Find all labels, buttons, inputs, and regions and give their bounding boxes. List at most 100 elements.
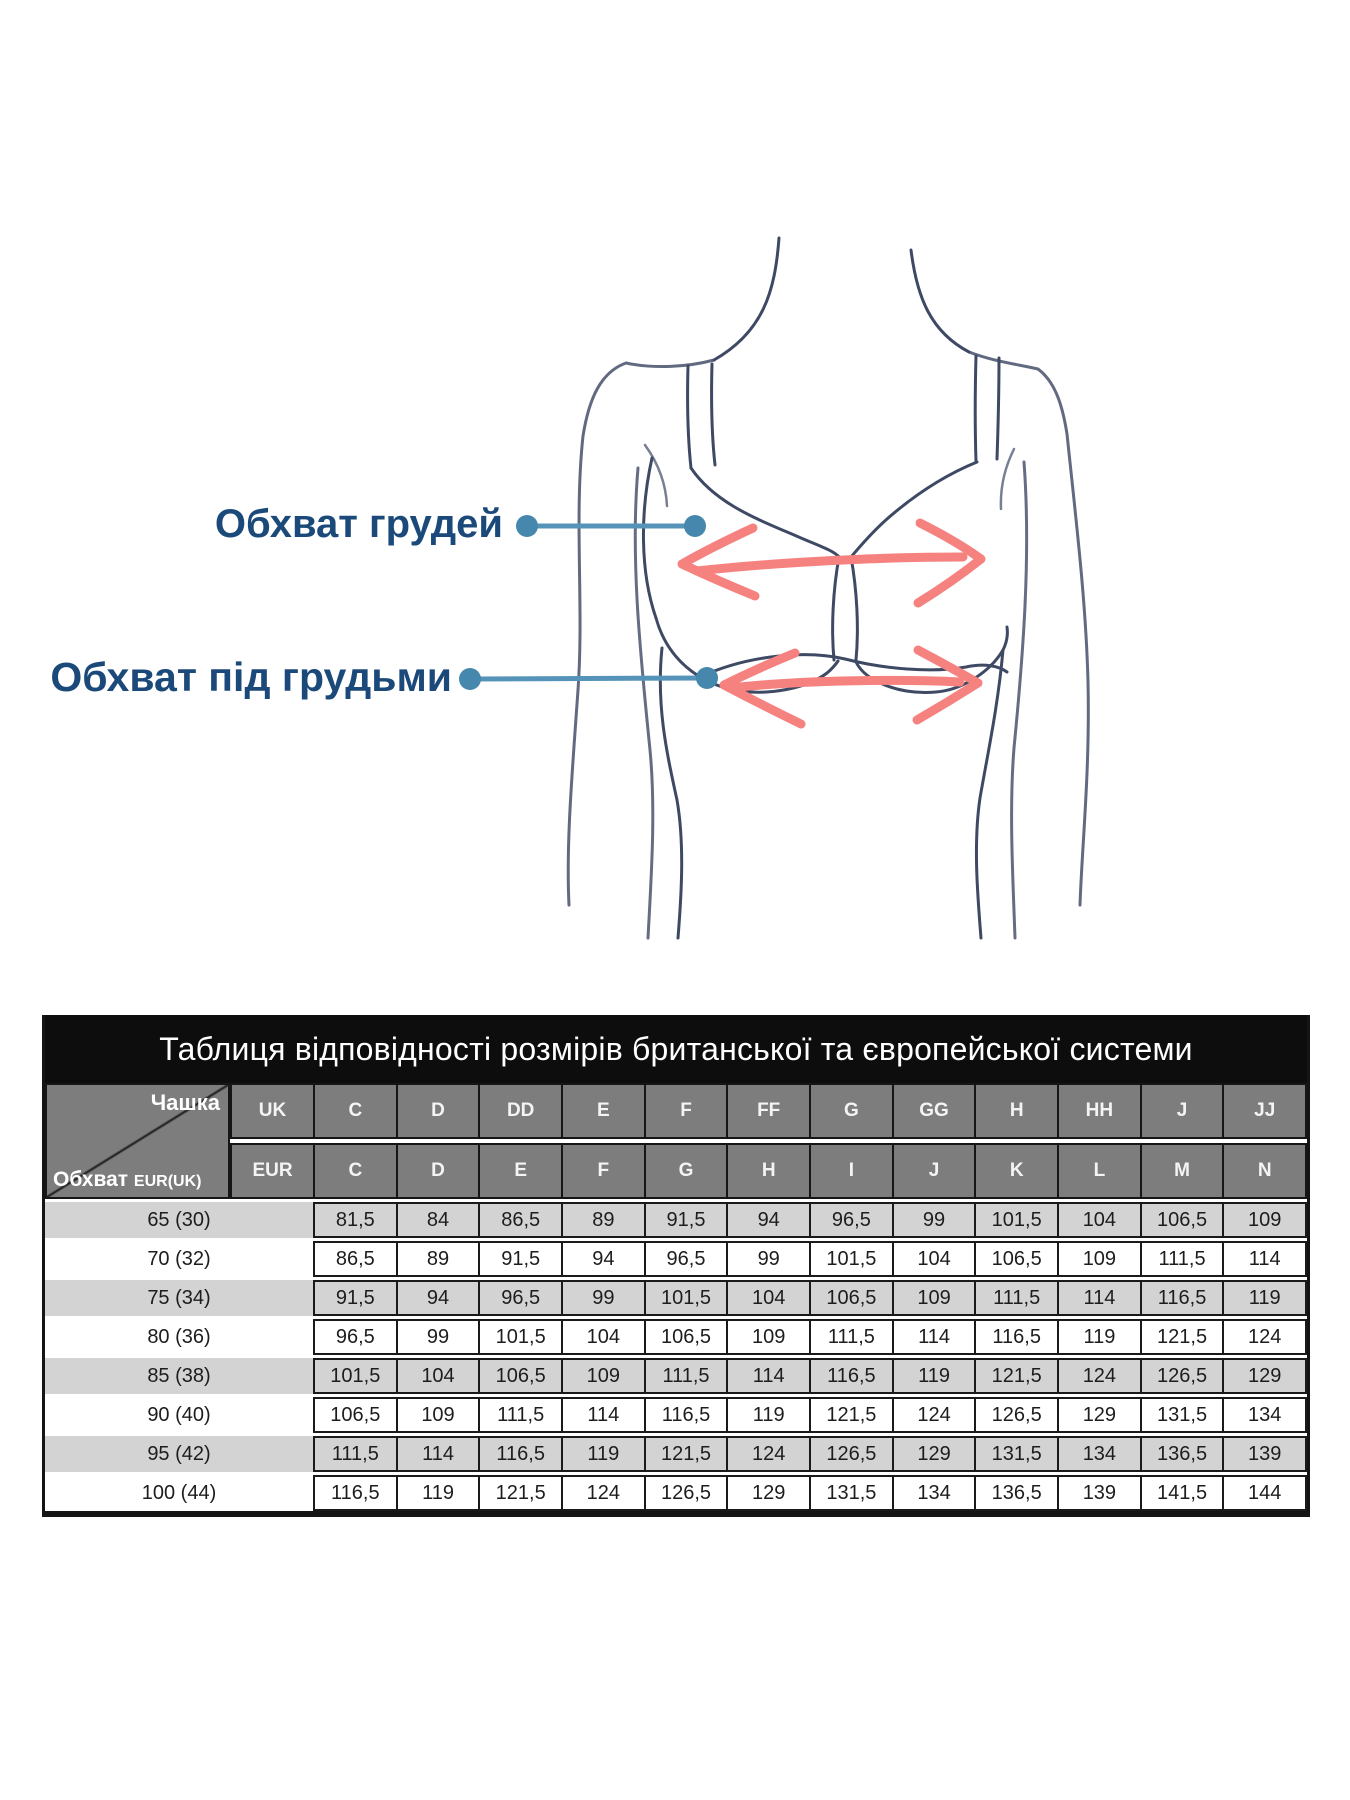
right-armpit-crease bbox=[999, 447, 1016, 511]
size-value-cell: 96,5 bbox=[809, 1202, 892, 1238]
size-value-cell: 124 bbox=[1057, 1358, 1140, 1394]
bust-arrow-right-head bbox=[913, 518, 986, 608]
size-value-cell: 119 bbox=[1057, 1319, 1140, 1355]
right-strap-line-inner bbox=[973, 354, 978, 463]
eur-cup-cell: J bbox=[891, 1143, 975, 1199]
row-label: 95 (42) bbox=[147, 1442, 211, 1465]
eur-cup-cell: L bbox=[1057, 1143, 1140, 1199]
uk-cup-cell: GG bbox=[891, 1083, 975, 1139]
underbust-arrow-shaft bbox=[726, 675, 965, 693]
size-value-cell: 109 bbox=[1222, 1202, 1308, 1238]
size-value-cell: 116,5 bbox=[1139, 1280, 1223, 1316]
table-row: 75 (34) 91,5 94 96,5 99 101,5 104 106,5 109 111,5… bbox=[45, 1280, 1308, 1316]
size-value-cell: 106,5 bbox=[643, 1319, 727, 1355]
size-value-cell: 101,5 bbox=[313, 1358, 396, 1394]
left-cup-underwire bbox=[654, 616, 840, 694]
right-arm-inner-line bbox=[1010, 460, 1029, 940]
size-value-cell: 91,5 bbox=[478, 1241, 562, 1277]
table-row: 80 (36) 96,5 99 101,5 104 106,5 109 111,5 114 116… bbox=[45, 1319, 1308, 1355]
size-value-cell: 109 bbox=[726, 1319, 810, 1355]
row-cells: 96,5 99 101,5 104 106,5 109 111,5 114 116,5 119 12… bbox=[313, 1319, 1308, 1355]
size-value-cell: 124 bbox=[726, 1436, 810, 1472]
table-row: 100 (44) 116,5 119 121,5 124 126,5 129 131,5 134… bbox=[45, 1475, 1308, 1511]
size-value-cell: 124 bbox=[891, 1397, 975, 1433]
row-label: 75 (34) bbox=[147, 1286, 211, 1309]
size-value-cell: 99 bbox=[891, 1202, 975, 1238]
uk-header-row: UK C D DD E F FF G GG H HH J JJ bbox=[230, 1083, 1308, 1139]
uk-system-cell: UK bbox=[230, 1083, 313, 1139]
size-value-cell: 114 bbox=[891, 1319, 975, 1355]
row-label: 80 (36) bbox=[147, 1325, 211, 1348]
eur-cup-cell: D bbox=[395, 1143, 479, 1199]
neck-left-line bbox=[712, 236, 781, 362]
header-columns: UK C D DD E F FF G GG H HH J JJ EUR C D E F G H I J K L M N bbox=[230, 1083, 1308, 1199]
size-value-cell: 119 bbox=[395, 1475, 479, 1511]
size-value-cell: 126,5 bbox=[974, 1397, 1058, 1433]
uk-cup-cell: JJ bbox=[1222, 1083, 1308, 1139]
size-value-cell: 104 bbox=[561, 1319, 644, 1355]
size-value-cell: 136,5 bbox=[1139, 1436, 1223, 1472]
size-value-cell: 89 bbox=[561, 1202, 644, 1238]
uk-cup-cell: F bbox=[643, 1083, 727, 1139]
body-outline bbox=[566, 236, 1090, 940]
size-value-cell: 114 bbox=[561, 1397, 644, 1433]
table-row: 65 (30) 81,5 84 86,5 89 91,5 94 96,5 99 101,5 104 1… bbox=[45, 1202, 1308, 1238]
size-value-cell: 84 bbox=[395, 1202, 479, 1238]
size-value-cell: 94 bbox=[561, 1241, 644, 1277]
eur-cup-cell: K bbox=[974, 1143, 1058, 1199]
left-armpit-crease bbox=[643, 443, 669, 508]
size-value-cell: 124 bbox=[1222, 1319, 1308, 1355]
size-value-cell: 109 bbox=[1057, 1241, 1140, 1277]
size-value-cell: 94 bbox=[726, 1202, 810, 1238]
table-row: 70 (32) 86,5 89 91,5 94 96,5 99 101,5 104 106,5 10… bbox=[45, 1241, 1308, 1277]
size-value-cell: 111,5 bbox=[643, 1358, 727, 1394]
size-value-cell: 96,5 bbox=[478, 1280, 562, 1316]
size-value-cell: 99 bbox=[726, 1241, 810, 1277]
table-row: 85 (38) 101,5 104 106,5 109 111,5 114 116,5 119 1… bbox=[45, 1358, 1308, 1394]
size-value-cell: 126,5 bbox=[1139, 1358, 1223, 1394]
left-shoulder-arm-line bbox=[566, 358, 716, 907]
size-value-cell: 129 bbox=[1222, 1358, 1308, 1394]
row-label: 100 (44) bbox=[141, 1481, 217, 1504]
uk-cup-cell: H bbox=[974, 1083, 1058, 1139]
uk-cup-cell: D bbox=[395, 1083, 479, 1139]
size-value-cell: 94 bbox=[395, 1280, 479, 1316]
cup-axis-label: Чашка bbox=[150, 1090, 220, 1115]
eur-cup-cell: I bbox=[809, 1143, 892, 1199]
uk-cup-cell: J bbox=[1139, 1083, 1223, 1139]
eur-cup-cell: E bbox=[478, 1143, 562, 1199]
size-value-cell: 101,5 bbox=[478, 1319, 562, 1355]
size-value-cell: 111,5 bbox=[974, 1280, 1058, 1316]
size-value-cell: 119 bbox=[1222, 1280, 1308, 1316]
size-value-cell: 129 bbox=[891, 1436, 975, 1472]
size-value-cell: 119 bbox=[726, 1397, 810, 1433]
underbust-connector-dot-right bbox=[696, 667, 718, 689]
size-value-cell: 129 bbox=[1057, 1397, 1140, 1433]
size-value-cell: 86,5 bbox=[478, 1202, 562, 1238]
size-value-cell: 121,5 bbox=[478, 1475, 562, 1511]
bust-arrow-left-head bbox=[677, 523, 760, 601]
eur-cup-cell: H bbox=[726, 1143, 810, 1199]
size-value-cell: 119 bbox=[891, 1358, 975, 1394]
right-shoulder-arm-line bbox=[967, 350, 1090, 907]
table-header: Чашка Обхват EUR(UK) UK C D DD E F FF G GG H HH J JJ… bbox=[45, 1083, 1308, 1199]
size-value-cell: 126,5 bbox=[809, 1436, 892, 1472]
underbust-connector-line bbox=[469, 675, 708, 682]
size-value-cell: 104 bbox=[891, 1241, 975, 1277]
uk-cup-cell: FF bbox=[726, 1083, 810, 1139]
table-title: Таблиця відповідності розмірів британськ… bbox=[45, 1015, 1307, 1083]
size-value-cell: 116,5 bbox=[478, 1436, 562, 1472]
size-value-cell: 96,5 bbox=[643, 1241, 727, 1277]
size-value-cell: 89 bbox=[395, 1241, 479, 1277]
girth-axis-sub: EUR(UK) bbox=[133, 1173, 202, 1190]
table-row: 90 (40) 106,5 109 111,5 114 116,5 119 121,5 124 1… bbox=[45, 1397, 1308, 1433]
row-label: 90 (40) bbox=[147, 1403, 211, 1426]
size-value-cell: 109 bbox=[395, 1397, 479, 1433]
underbust-arrow-left-head bbox=[719, 648, 806, 729]
size-value-cell: 126,5 bbox=[643, 1475, 727, 1511]
underbust-connector-dot-left bbox=[459, 668, 481, 690]
eur-cup-cell: F bbox=[561, 1143, 644, 1199]
row-cells: 91,5 94 96,5 99 101,5 104 106,5 109 111,5 114 116,… bbox=[313, 1280, 1308, 1316]
size-value-cell: 131,5 bbox=[974, 1436, 1058, 1472]
